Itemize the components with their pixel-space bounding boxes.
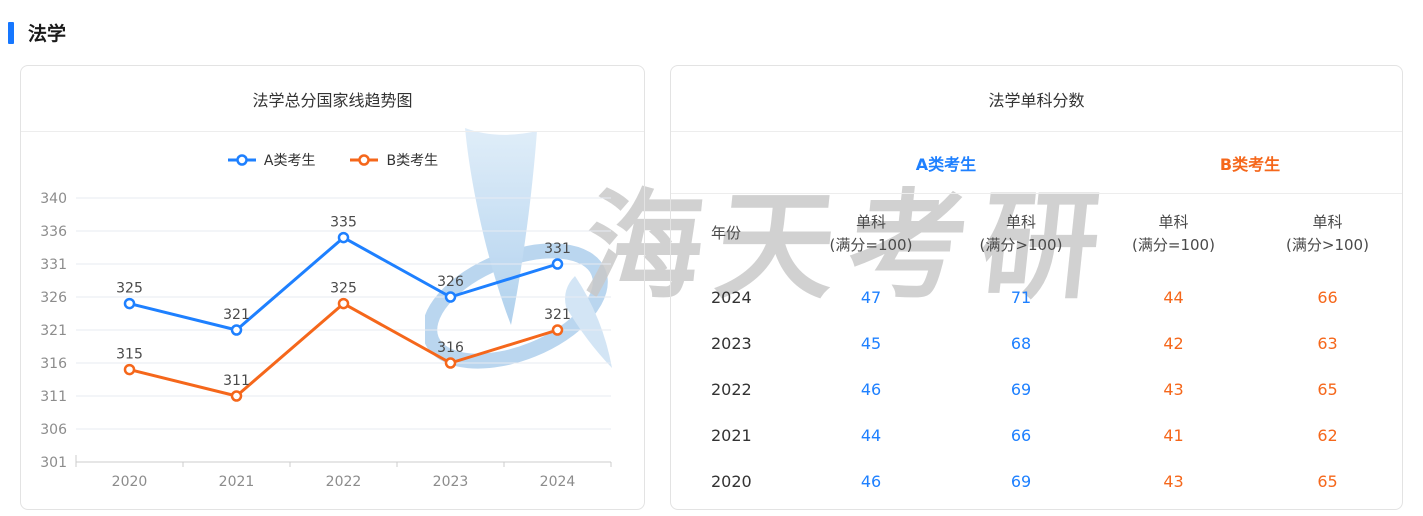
legend-item-class-a[interactable]: A类考生 [227,150,316,170]
score-cell: 47 [860,287,882,307]
score-cell: 65 [1317,471,1338,491]
svg-text:2023: 2023 [433,474,469,490]
score-cell: 44 [860,425,882,445]
score-cell: 46 [860,379,882,399]
table-row: 2022 46 69 43 65 [671,366,1402,412]
table-body: 2024 47 71 44 66 2023 45 68 42 63 2022 46 69 43 65 2021… [671,274,1402,504]
svg-text:336: 336 [40,224,67,240]
svg-text:321: 321 [544,307,571,323]
score-cell: 69 [1010,471,1032,491]
table-row: 2020 46 69 43 65 [671,458,1402,504]
legend-label: B类考生 [386,153,439,169]
svg-text:311: 311 [40,389,67,405]
chart-legend: A类考生 B类考生 [21,150,644,170]
table-group-header-row: A类考生 B类考生 [671,132,1402,194]
year-cell: 2022 [711,379,752,399]
legend-item-class-b[interactable]: B类考生 [349,150,438,170]
svg-text:326: 326 [437,274,464,290]
score-cell: 68 [1010,333,1032,353]
score-cell: 63 [1317,333,1338,353]
table-column-header-row: 年份 单科 (满分=100) 单科 (满分>100) 单科 (满分=100) 单科 (满分>10… [671,194,1402,274]
section-heading: 法学 [0,0,1423,46]
score-column-header: 单科 (满分=100) [829,212,913,254]
score-cell: 43 [1163,379,1184,399]
heading-accent-bar-icon [8,21,14,44]
svg-text:325: 325 [116,281,143,297]
year-column-header: 年份 [711,224,742,243]
svg-text:311: 311 [223,373,250,389]
score-cell: 71 [1010,287,1032,307]
svg-text:331: 331 [544,241,571,257]
score-cell: 42 [1163,333,1184,353]
legend-line-marker-icon [227,154,256,166]
score-cell: 69 [1010,379,1032,399]
year-cell: 2020 [711,471,752,491]
svg-text:2024: 2024 [540,474,576,490]
svg-text:325: 325 [330,281,357,297]
legend-label: A类考生 [263,153,316,169]
svg-text:2022: 2022 [326,474,362,490]
chart-title: 法学总分国家线趋势图 [21,66,644,132]
svg-text:326: 326 [40,290,67,306]
legend-line-marker-icon [350,154,379,166]
score-cell: 65 [1317,379,1338,399]
year-cell: 2023 [711,333,752,353]
table-title: 法学单科分数 [671,66,1402,132]
year-cell: 2021 [711,425,752,445]
score-cell: 41 [1163,425,1184,445]
svg-text:315: 315 [116,347,143,363]
svg-text:301: 301 [40,455,67,471]
score-column-header: 单科 (满分>100) [979,212,1063,254]
score-cell: 66 [1317,287,1338,307]
score-cell: 66 [1010,425,1032,445]
svg-text:306: 306 [40,422,67,438]
svg-text:2020: 2020 [112,474,148,490]
group-header-class-b: B类考生 [1219,154,1281,174]
year-cell: 2024 [711,287,752,307]
section-title: 法学 [28,23,67,45]
svg-text:321: 321 [223,307,250,323]
trend-chart-panel: 法学总分国家线趋势图 A类考生 B类考生 340 336 331 326 321 316 31… [20,65,645,510]
table-row: 2024 47 71 44 66 [671,274,1402,320]
table-row: 2021 44 66 41 62 [671,412,1402,458]
svg-text:321: 321 [40,323,67,339]
group-header-class-a: A类考生 [915,154,977,174]
score-cell: 45 [860,333,882,353]
svg-text:2021: 2021 [219,474,255,490]
score-column-header: 单科 (满分>100) [1286,212,1369,254]
score-table-panel: 法学单科分数 A类考生 B类考生 年份 单科 (满分=100) 单科 (满分>100) 单… [670,65,1403,510]
trend-chart-canvas[interactable]: 340 336 331 326 321 316 311 306 301 2020 2021 2022 2… [21,66,644,509]
table-row: 2023 45 68 42 63 [671,320,1402,366]
score-cell: 46 [860,471,882,491]
svg-text:335: 335 [330,215,357,231]
svg-text:316: 316 [437,340,464,356]
score-column-header: 单科 (满分=100) [1132,212,1215,254]
svg-text:316: 316 [40,356,67,372]
score-cell: 43 [1163,471,1184,491]
score-cell: 44 [1163,287,1184,307]
svg-text:331: 331 [40,257,67,273]
score-cell: 62 [1317,425,1338,445]
svg-text:340: 340 [40,191,67,207]
